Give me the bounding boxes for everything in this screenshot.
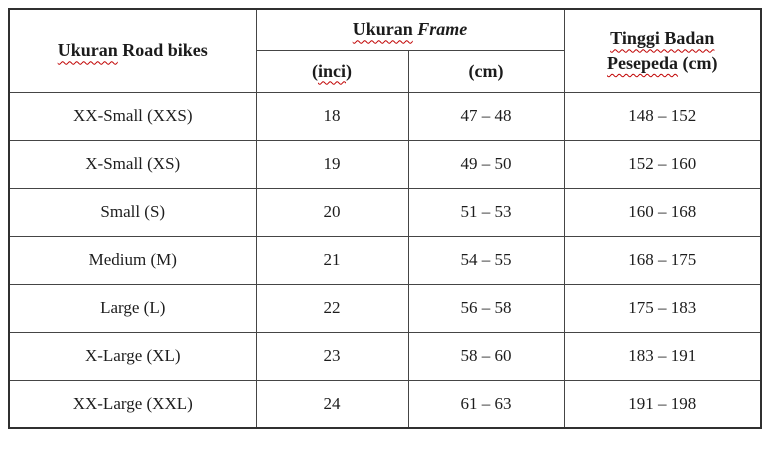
bike-size-table: Ukuran Road bikes Ukuran Frame Tinggi Ba… (8, 8, 763, 429)
cell-rider-height: 183 – 191 (563, 331, 762, 381)
cell-frame-inci: 18 (255, 91, 409, 141)
header-word-tinggi-badan: Tinggi Badan (610, 28, 715, 49)
cell-rider-height: 168 – 175 (563, 235, 762, 285)
cell-frame-inci: 24 (255, 379, 409, 429)
cell-frame-inci: 21 (255, 235, 409, 285)
cell-frame-cm: 47 – 48 (407, 91, 565, 141)
header-word-ukuran-frame: Ukuran (352, 19, 413, 40)
table-body: XX-Small (XXS) 18 47 – 48 148 – 152 X-Sm… (8, 91, 762, 429)
cell-frame-inci: 19 (255, 139, 409, 189)
cell-rider-height: 191 – 198 (563, 379, 762, 429)
table-row: XX-Small (XXS) 18 47 – 48 148 – 152 (8, 91, 762, 141)
cell-size: Small (S) (8, 187, 257, 237)
cell-frame-cm: 58 – 60 (407, 331, 565, 381)
cell-frame-inci: 22 (255, 283, 409, 333)
table-row: Small (S) 20 51 – 53 160 – 168 (8, 187, 762, 237)
cell-size: X-Small (XS) (8, 139, 257, 189)
header-word-road-bikes: Road bikes (122, 40, 208, 61)
table-row: XX-Large (XXL) 24 61 – 63 191 – 198 (8, 379, 762, 429)
column-header-road-bikes: Ukuran Road bikes (8, 8, 257, 93)
rider-height-line-2: Pesepeda (cm) (569, 51, 757, 75)
cell-size: XX-Small (XXS) (8, 91, 257, 141)
subcolumn-header-cm: (cm) (407, 49, 565, 93)
header-word-pesepeda: Pesepeda (607, 52, 679, 73)
header-word-inci: inci (317, 60, 346, 81)
cell-rider-height: 175 – 183 (563, 283, 762, 333)
cell-frame-cm: 61 – 63 (407, 379, 565, 429)
subcolumn-header-inci: (inci) (255, 49, 409, 93)
cell-rider-height: 152 – 160 (563, 139, 762, 189)
cell-frame-cm: 51 – 53 (407, 187, 565, 237)
cell-size: XX-Large (XXL) (8, 379, 257, 429)
header-word-frame: Frame (417, 19, 468, 40)
cell-frame-cm: 54 – 55 (407, 235, 565, 285)
inci-paren-close: ) (346, 60, 352, 81)
cell-rider-height: 160 – 168 (563, 187, 762, 237)
table-header: Ukuran Road bikes Ukuran Frame Tinggi Ba… (8, 8, 762, 93)
column-header-frame: Ukuran Frame (255, 8, 565, 51)
cell-rider-height: 148 – 152 (563, 91, 762, 141)
header-row-2: (inci) (cm) (9, 49, 761, 93)
table-row: Large (L) 22 56 – 58 175 – 183 (8, 283, 762, 333)
table-row: X-Small (XS) 19 49 – 50 152 – 160 (8, 139, 762, 189)
header-word-ukuran: Ukuran (57, 40, 118, 61)
column-header-rider-height: Tinggi Badan Pesepeda (cm) (563, 8, 762, 93)
cell-size: X-Large (XL) (8, 331, 257, 381)
header-unit-cm: (cm) (682, 52, 718, 73)
rider-height-line-1: Tinggi Badan (569, 26, 757, 50)
table-row: X-Large (XL) 23 58 – 60 183 – 191 (8, 331, 762, 381)
cell-frame-cm: 49 – 50 (407, 139, 565, 189)
header-row-1: Ukuran Road bikes Ukuran Frame Tinggi Ba… (8, 8, 762, 93)
cell-frame-inci: 20 (255, 187, 409, 237)
cell-frame-inci: 23 (255, 331, 409, 381)
table-row: Medium (M) 21 54 – 55 168 – 175 (8, 235, 762, 285)
cell-frame-cm: 56 – 58 (407, 283, 565, 333)
cell-size: Large (L) (8, 283, 257, 333)
inci-paren-open: ( (311, 60, 318, 81)
cell-size: Medium (M) (8, 235, 257, 285)
